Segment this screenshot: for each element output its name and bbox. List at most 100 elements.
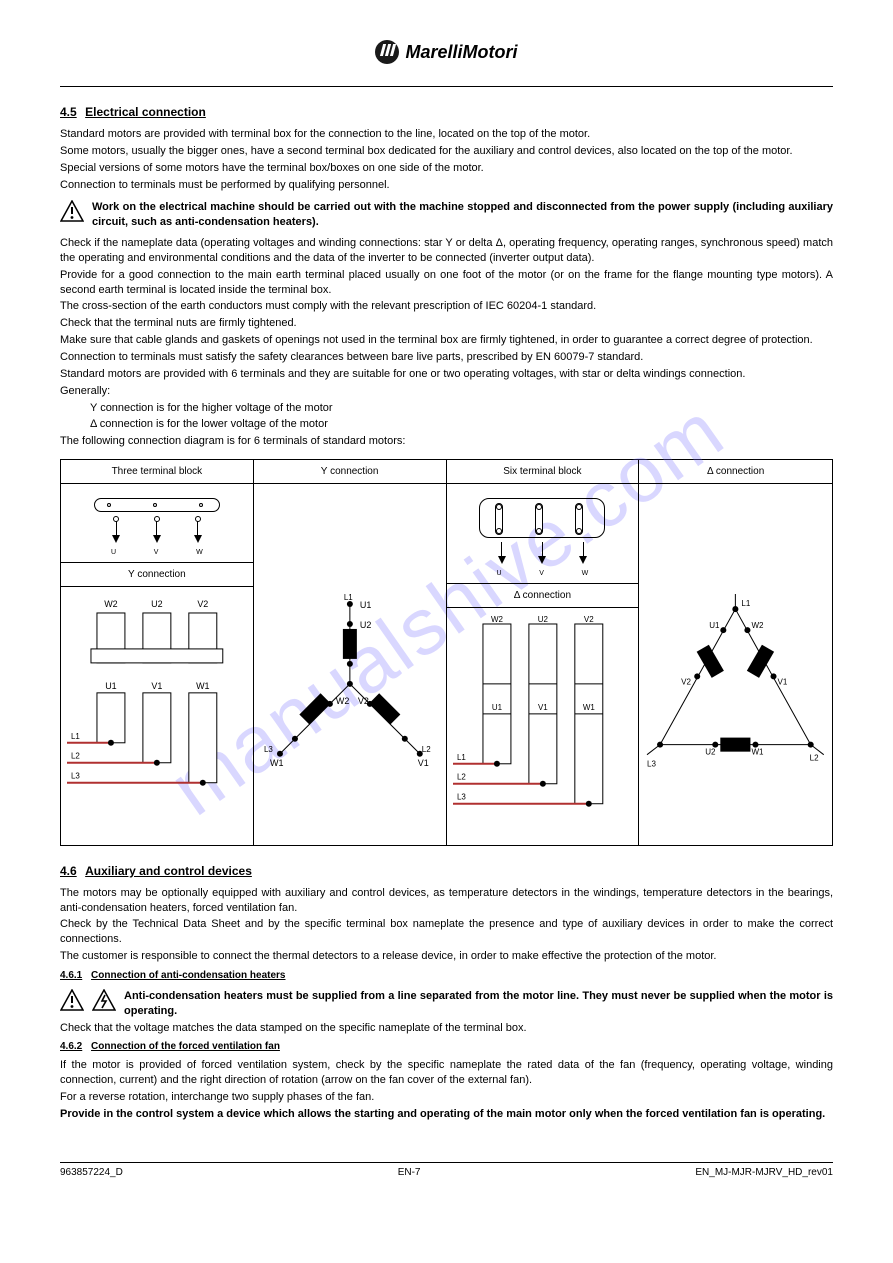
warning-row-461: Anti-condensation heaters must be suppli… xyxy=(60,989,833,1019)
para-46-7: Provide in the control system a device w… xyxy=(60,1107,833,1122)
y-scheme-svg: U1 U2 W1 V1 W2 V2 L1 L2 L3 xyxy=(260,594,440,774)
warning-icon xyxy=(60,200,84,222)
svg-text:U1: U1 xyxy=(360,600,371,610)
para-45-8: Check that the terminal nuts are firmly … xyxy=(60,316,833,331)
svg-text:V2: V2 xyxy=(681,677,691,686)
sub-462-title: Connection of the forced ventilation fan xyxy=(91,1041,280,1052)
svg-text:U1: U1 xyxy=(105,681,116,691)
para-46-3: The customer is responsible to connect t… xyxy=(60,949,833,964)
svg-text:L1: L1 xyxy=(742,599,751,608)
svg-text:W2: W2 xyxy=(336,696,349,706)
svg-text:W1: W1 xyxy=(270,758,283,768)
col-y-scheme: Y connection xyxy=(254,460,447,845)
svg-text:V2: V2 xyxy=(358,696,369,706)
sub-461-title: Connection of anti-condensation heaters xyxy=(91,970,285,981)
svg-text:V2: V2 xyxy=(197,599,208,609)
footer-page: EN-7 xyxy=(398,1167,421,1178)
svg-text:U2: U2 xyxy=(706,748,717,757)
svg-text:L1: L1 xyxy=(344,594,353,602)
para-46-5: If the motor is provided of forced venti… xyxy=(60,1058,833,1088)
section-number-45: 4.5 xyxy=(60,105,77,119)
svg-text:L2: L2 xyxy=(422,745,431,754)
para-45-1: Standard motors are provided with termin… xyxy=(60,127,833,142)
svg-text:U1: U1 xyxy=(491,703,502,712)
para-45-12a: Y connection is for the higher voltage o… xyxy=(60,401,833,416)
para-45-3: Special versions of some motors have the… xyxy=(60,161,833,176)
section-title-45: Electrical connection xyxy=(85,105,206,119)
term6-w: W xyxy=(582,570,589,577)
svg-text:L3: L3 xyxy=(264,745,273,754)
term-u: U xyxy=(111,549,116,556)
col-three-terminal: Three terminal block U V xyxy=(61,460,254,845)
svg-text:W1: W1 xyxy=(582,703,595,712)
col-delta-scheme: Δ connection xyxy=(639,460,832,845)
logo-icon xyxy=(375,40,399,64)
svg-text:L2: L2 xyxy=(810,754,819,763)
sub-461-num: 4.6.1 xyxy=(60,970,82,981)
svg-text:L2: L2 xyxy=(71,752,80,761)
svg-text:U2: U2 xyxy=(360,620,371,630)
svg-text:W2: W2 xyxy=(104,599,117,609)
para-45-10: Connection to terminals must satisfy the… xyxy=(60,350,833,365)
three-terminal-head: Three terminal block xyxy=(61,460,253,484)
svg-text:V1: V1 xyxy=(418,758,429,768)
para-45-12b: Δ connection is for the lower voltage of… xyxy=(60,417,833,432)
para-46-6: For a reverse rotation, interchange two … xyxy=(60,1090,833,1105)
warning-icon-2 xyxy=(60,989,84,1011)
footer-left: 963857224_D xyxy=(60,1167,123,1178)
para-45-11: Standard motors are provided with 6 term… xyxy=(60,367,833,382)
term-w: W xyxy=(196,549,203,556)
sub-462-num: 4.6.2 xyxy=(60,1041,82,1052)
terminal-plate-6 xyxy=(479,498,605,538)
para-46-4: Check that the voltage matches the data … xyxy=(60,1021,833,1036)
svg-text:U1: U1 xyxy=(710,621,721,630)
svg-text:L2: L2 xyxy=(456,773,465,782)
delta-conn-head-1: Δ connection xyxy=(447,584,639,608)
para-45-9: Make sure that cable glands and gaskets … xyxy=(60,333,833,348)
svg-text:V1: V1 xyxy=(151,681,162,691)
svg-text:W2: W2 xyxy=(490,615,503,624)
svg-text:V1: V1 xyxy=(538,703,548,712)
terminal-plate-3 xyxy=(94,498,220,512)
term-v: V xyxy=(154,549,159,556)
para-45-6: Provide for a good connection to the mai… xyxy=(60,268,833,298)
delta-scheme-svg: L1 L2 L3 U1 W2 U2 W1 V1 V2 xyxy=(645,594,826,775)
y-scheme-head: Y connection xyxy=(254,460,446,484)
y-terminal-svg: W2 U2 V2 U1 V1 W1 xyxy=(67,593,247,813)
warning-row-45: Work on the electrical machine should be… xyxy=(60,200,833,230)
page-header: MarelliMotori xyxy=(60,40,833,80)
col-six-terminal: Six terminal block U V xyxy=(447,460,640,845)
para-45-12lead: Generally: xyxy=(60,384,833,399)
para-45-13: The following connection diagram is for … xyxy=(60,434,833,449)
para-45-7: The cross-section of the earth conductor… xyxy=(60,299,833,314)
y-conn-head-1: Y connection xyxy=(61,563,253,587)
para-45-2: Some motors, usually the bigger ones, ha… xyxy=(60,144,833,159)
para-46-1: The motors may be optionally equipped wi… xyxy=(60,886,833,916)
svg-text:L3: L3 xyxy=(456,793,465,802)
section-title-46: Auxiliary and control devices xyxy=(85,864,252,878)
svg-text:W1: W1 xyxy=(196,681,209,691)
para-45-5: Check if the nameplate data (operating v… xyxy=(60,236,833,266)
brand-logo: MarelliMotori xyxy=(375,40,517,64)
three-terminal-body: U V W xyxy=(61,484,253,562)
svg-text:V1: V1 xyxy=(778,677,788,686)
svg-text:U2: U2 xyxy=(151,599,162,609)
svg-text:L3: L3 xyxy=(647,760,656,769)
warning-text-45: Work on the electrical machine should be… xyxy=(92,200,833,230)
connection-diagram: Three terminal block U V xyxy=(60,459,833,846)
term6-v: V xyxy=(539,570,544,577)
brand-text: MarelliMotori xyxy=(405,42,517,63)
svg-text:L3: L3 xyxy=(71,772,80,781)
delta-terminal-svg: W2 U2 V2 U1 V1 W1 L1 L2 L3 xyxy=(453,614,633,834)
term6-u: U xyxy=(497,570,502,577)
electric-warning-icon xyxy=(92,989,116,1011)
svg-text:W1: W1 xyxy=(752,748,765,757)
six-terminal-head: Six terminal block xyxy=(447,460,639,484)
section-number-46: 4.6 xyxy=(60,864,77,878)
page-footer: 963857224_D EN-7 EN_MJ-MJR-MJRV_HD_rev01 xyxy=(60,1162,833,1178)
svg-text:W2: W2 xyxy=(752,621,765,630)
para-45-4: Connection to terminals must be performe… xyxy=(60,178,833,193)
svg-text:U2: U2 xyxy=(537,615,548,624)
svg-text:L1: L1 xyxy=(71,732,80,741)
para-46-2: Check by the Technical Data Sheet and by… xyxy=(60,917,833,947)
